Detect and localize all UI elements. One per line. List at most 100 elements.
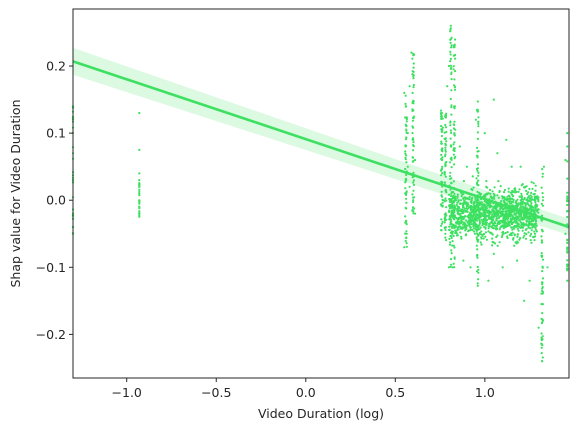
scatter-point (527, 191, 530, 194)
scatter-point (449, 258, 453, 261)
scatter-point (464, 219, 467, 222)
y-tick-label: 0.1 (46, 126, 66, 141)
scatter-point (495, 227, 499, 230)
scatter-point (450, 36, 453, 39)
scatter-point (466, 202, 469, 205)
scatter-point (449, 64, 452, 67)
scatter-point (511, 193, 514, 196)
scatter-point (138, 148, 141, 151)
scatter-point (441, 156, 444, 159)
scatter-point (533, 209, 536, 213)
scatter-point (499, 210, 502, 213)
scatter-point (531, 224, 534, 227)
y-tick-label: −0.2 (36, 327, 66, 342)
scatter-point (412, 149, 415, 152)
scatter-point (530, 232, 533, 235)
scatter-point (534, 235, 537, 238)
scatter-point (486, 192, 489, 195)
scatter-point (452, 207, 456, 210)
scatter-point (520, 192, 523, 195)
scatter-point (541, 283, 544, 286)
scatter-point (496, 224, 499, 227)
scatter-point (529, 222, 532, 225)
scatter-point (475, 236, 478, 239)
scatter-point (404, 219, 408, 222)
scatter-point (452, 180, 455, 183)
scatter-point (454, 57, 457, 60)
scatter-point (408, 85, 411, 88)
scatter-point (484, 235, 487, 238)
scatter-point (530, 207, 533, 210)
scatter-point (505, 209, 508, 212)
scatter-point (459, 216, 462, 219)
scatter-point (452, 234, 455, 238)
scatter-point (497, 180, 500, 183)
scatter-point (405, 232, 408, 235)
scatter-point (474, 228, 477, 231)
scatter-point (476, 256, 479, 259)
scatter-point (459, 202, 462, 205)
scatter-point (516, 235, 519, 238)
scatter-point (519, 165, 522, 168)
scatter-point (138, 214, 141, 217)
scatter-point (473, 211, 477, 214)
scatter-point (405, 242, 408, 245)
scatter-point (501, 231, 504, 234)
scatter-point (404, 94, 407, 97)
scatter-point (540, 252, 543, 255)
scatter-point (454, 231, 457, 234)
scatter-point (464, 224, 467, 227)
scatter-point (453, 192, 456, 195)
scatter-point (453, 266, 456, 269)
scatter-point (526, 197, 529, 200)
scatter-point (473, 232, 476, 235)
scatter-point (481, 234, 484, 237)
scatter-point (404, 181, 407, 184)
scatter-point (412, 54, 415, 57)
scatter-point (540, 186, 543, 189)
scatter-point (445, 206, 448, 209)
scatter-point (449, 50, 452, 54)
scatter-point (506, 215, 510, 218)
scatter-point (441, 204, 444, 207)
scatter-point (484, 218, 487, 221)
scatter-point (541, 228, 544, 231)
scatter-point (459, 209, 462, 212)
scatter-point (470, 220, 473, 223)
scatter-point (482, 222, 486, 225)
scatter-point (518, 188, 521, 191)
scatter-point (467, 197, 470, 201)
scatter-point (444, 123, 447, 127)
scatter-point (472, 227, 475, 230)
scatter-point (518, 214, 521, 217)
scatter-point (509, 197, 512, 200)
scatter-point (454, 38, 457, 41)
scatter-point (540, 342, 543, 345)
scatter-point (503, 213, 506, 216)
scatter-point (502, 199, 505, 202)
scatter-point (461, 216, 464, 219)
scatter-point (449, 38, 452, 41)
scatter-point (412, 86, 415, 89)
scatter-point (440, 222, 444, 225)
scatter-point (527, 204, 531, 207)
scatter-point (440, 218, 443, 221)
scatter-point (412, 183, 416, 186)
scatter-point (405, 201, 408, 204)
scatter-point (518, 225, 521, 229)
scatter-point (566, 269, 569, 272)
scatter-point (566, 215, 569, 219)
scatter-point (507, 209, 510, 212)
scatter-point (524, 237, 528, 240)
scatter-point (444, 146, 447, 149)
scatter-point (518, 212, 521, 215)
scatter-point (411, 57, 414, 60)
scatter-point (528, 279, 531, 282)
scatter-point (483, 212, 487, 215)
scatter-point (501, 234, 504, 237)
scatter-point (507, 187, 510, 190)
scatter-point (411, 208, 414, 212)
scatter-point (412, 189, 415, 192)
scatter-point (477, 120, 480, 123)
scatter-point (476, 156, 479, 159)
